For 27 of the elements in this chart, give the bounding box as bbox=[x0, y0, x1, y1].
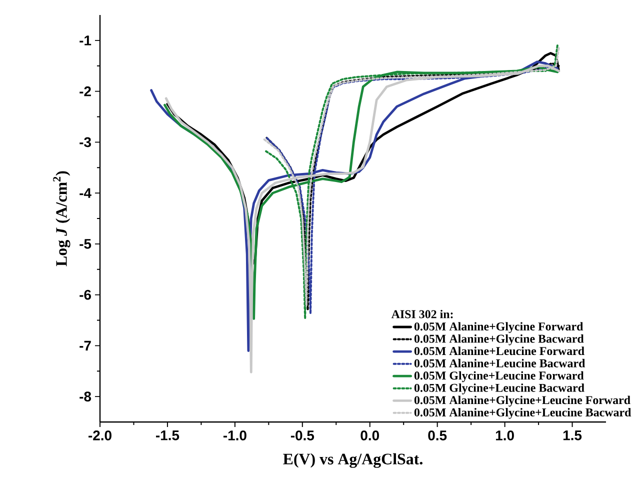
x-tick-label: 0.0 bbox=[360, 430, 379, 440]
y-tick-label: -7 bbox=[80, 340, 91, 350]
legend-label: 0.05M Alanine+Glycine Forward bbox=[414, 322, 584, 333]
x-tick-label: -2.0 bbox=[88, 430, 112, 440]
legend-label: 0.05M Alanine+Leucine Forward bbox=[414, 346, 584, 356]
x-tick-label: -0.5 bbox=[290, 430, 314, 440]
legend-label: 0.05M Alanine+Glycine Bacward bbox=[414, 334, 584, 346]
y-tick-label: -1 bbox=[80, 36, 92, 46]
x-tick-label: 1.0 bbox=[496, 430, 514, 440]
x-tick-label: 0.5 bbox=[428, 430, 447, 440]
y-tick-label: -4 bbox=[80, 188, 92, 198]
y-tick-label: -8 bbox=[80, 392, 92, 402]
x-tick-label: -1.5 bbox=[156, 430, 180, 440]
y-tick-label: -6 bbox=[80, 290, 91, 300]
y-tick-label: -5 bbox=[80, 239, 92, 249]
legend-label: 0.05M Glycine+Leucine Forward bbox=[414, 371, 584, 382]
y-axis-title: Log J (A/cm$^{2}$) bbox=[53, 171, 70, 266]
y-tick-label: -3 bbox=[80, 137, 91, 148]
legend-label: 0.05M Alanine+Leucine Bacward bbox=[414, 358, 586, 368]
x-axis-title: E(V) vs Ag/AgClSat. bbox=[283, 453, 422, 468]
legend-label: 0.05M Alanine+Glycine+Leucine Bacward bbox=[414, 408, 632, 419]
x-tick-label: -1.0 bbox=[223, 430, 246, 440]
y-tick-label: -2 bbox=[80, 86, 91, 96]
legend-title: AISI 302 in: bbox=[391, 310, 453, 318]
x-tick-label: 1.5 bbox=[563, 430, 582, 440]
legend-label: 0.05M Glycine+Leucine Bacward bbox=[414, 383, 584, 394]
legend-label: 0.05M Alanine+Glycine+Leucine Forward bbox=[414, 396, 630, 407]
